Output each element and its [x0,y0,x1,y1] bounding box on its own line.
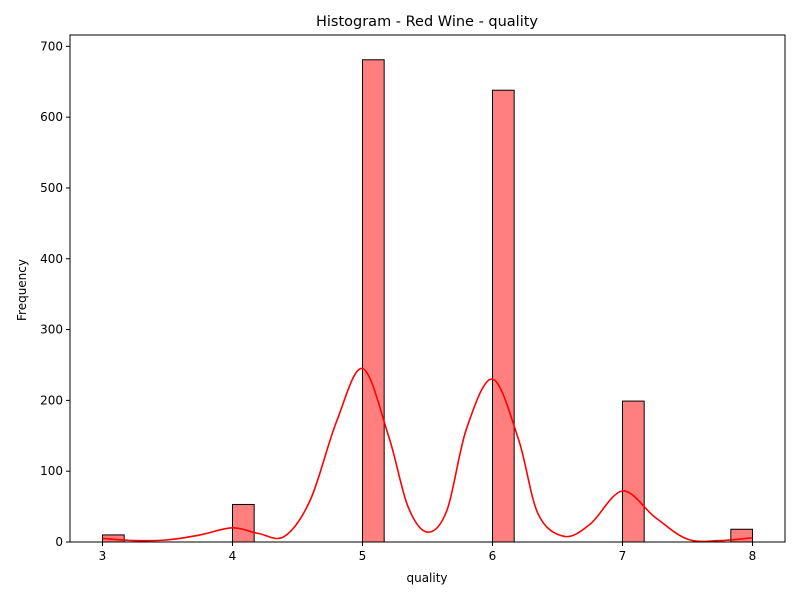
histogram-bar-1 [232,503,255,543]
histogram-bar-3 [492,89,515,543]
y-tick-label-200: 200 [40,393,63,407]
kde-group [102,367,753,543]
y-tick-label-100: 100 [40,464,63,478]
y-tick-label-0: 0 [55,535,63,549]
y-axis-ticks: 0 100 200 300 400 500 600 700 [40,39,70,549]
kde-line [102,367,753,543]
x-tick-label-6: 6 [489,549,497,563]
chart-title: Histogram - Red Wine - quality [316,14,538,30]
x-tick-label-4: 4 [229,549,237,563]
x-tick-label-5: 5 [359,549,367,563]
x-tick-label-8: 8 [749,549,757,563]
y-axis-label: Frequency [15,259,29,321]
y-tick-label-500: 500 [40,181,63,195]
y-tick-label-300: 300 [40,323,63,337]
x-tick-label-7: 7 [619,549,627,563]
x-axis-ticks: 3 4 5 6 7 8 [99,542,757,563]
plot-frame [69,34,786,543]
y-tick-label-400: 400 [40,252,63,266]
y-tick-label-700: 700 [40,39,63,53]
y-tick-label-600: 600 [40,110,63,124]
histogram-bar-4 [622,400,645,543]
histogram-bar-2 [362,59,385,543]
x-tick-label-3: 3 [99,549,107,563]
x-axis-label: quality [406,571,447,585]
bars-group [102,59,753,543]
